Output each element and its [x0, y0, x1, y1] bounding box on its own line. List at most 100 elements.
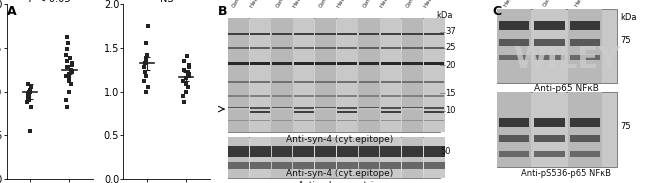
Text: Control: Control: [406, 0, 420, 8]
Point: [181, 90, 191, 93]
Point: [67, 64, 77, 67]
FancyBboxPatch shape: [250, 111, 270, 113]
FancyBboxPatch shape: [337, 62, 358, 65]
FancyBboxPatch shape: [402, 120, 423, 121]
FancyBboxPatch shape: [358, 18, 380, 132]
FancyBboxPatch shape: [293, 18, 315, 132]
Point: [66, 62, 77, 65]
Text: Control: Control: [231, 0, 246, 8]
FancyBboxPatch shape: [532, 9, 566, 83]
FancyBboxPatch shape: [229, 62, 249, 65]
FancyBboxPatch shape: [381, 33, 401, 35]
FancyBboxPatch shape: [402, 108, 423, 110]
Point: [66, 68, 76, 71]
FancyBboxPatch shape: [337, 146, 358, 156]
Text: Control: Control: [362, 0, 376, 8]
Point: [139, 66, 150, 68]
Point: [62, 66, 72, 68]
Point: [61, 74, 72, 77]
FancyBboxPatch shape: [250, 95, 270, 97]
FancyBboxPatch shape: [359, 62, 379, 65]
FancyBboxPatch shape: [358, 137, 380, 178]
Text: 15: 15: [445, 89, 456, 98]
Point: [138, 79, 149, 82]
FancyBboxPatch shape: [424, 146, 445, 156]
Point: [141, 59, 151, 62]
FancyBboxPatch shape: [229, 33, 249, 35]
FancyBboxPatch shape: [568, 9, 602, 83]
FancyBboxPatch shape: [381, 107, 401, 109]
Point: [23, 83, 33, 86]
FancyBboxPatch shape: [359, 120, 379, 121]
FancyBboxPatch shape: [359, 95, 379, 97]
FancyBboxPatch shape: [315, 95, 335, 97]
FancyBboxPatch shape: [499, 151, 530, 156]
Text: Anti-pS536-p65 NFκB: Anti-pS536-p65 NFκB: [521, 169, 612, 178]
Text: A: A: [6, 5, 16, 18]
Point: [64, 90, 75, 93]
Point: [62, 106, 73, 109]
FancyBboxPatch shape: [337, 111, 358, 113]
Point: [64, 77, 75, 80]
FancyBboxPatch shape: [250, 33, 270, 35]
FancyBboxPatch shape: [250, 81, 270, 83]
FancyBboxPatch shape: [272, 146, 292, 156]
Title: NS: NS: [160, 0, 174, 4]
Point: [179, 68, 189, 71]
Text: Control: Control: [318, 0, 333, 8]
FancyBboxPatch shape: [229, 47, 249, 49]
FancyBboxPatch shape: [250, 47, 270, 49]
FancyBboxPatch shape: [424, 137, 445, 178]
FancyBboxPatch shape: [315, 162, 336, 169]
FancyBboxPatch shape: [272, 137, 292, 178]
FancyBboxPatch shape: [359, 33, 379, 35]
FancyBboxPatch shape: [359, 81, 379, 83]
FancyBboxPatch shape: [402, 146, 423, 156]
FancyBboxPatch shape: [294, 111, 314, 113]
FancyBboxPatch shape: [337, 137, 358, 178]
FancyBboxPatch shape: [315, 146, 336, 156]
FancyBboxPatch shape: [569, 151, 601, 156]
FancyBboxPatch shape: [569, 39, 601, 46]
Point: [66, 83, 76, 86]
FancyBboxPatch shape: [337, 107, 358, 109]
FancyBboxPatch shape: [294, 62, 314, 65]
FancyBboxPatch shape: [272, 81, 292, 83]
FancyBboxPatch shape: [337, 33, 358, 35]
Point: [25, 90, 36, 93]
Text: Anti-syn-4 (cyt.epitope): Anti-syn-4 (cyt.epitope): [286, 169, 393, 178]
FancyBboxPatch shape: [402, 18, 423, 132]
FancyBboxPatch shape: [569, 21, 601, 30]
FancyBboxPatch shape: [569, 118, 601, 127]
FancyBboxPatch shape: [272, 120, 292, 121]
Point: [181, 83, 191, 86]
Point: [183, 66, 194, 68]
Point: [181, 81, 192, 84]
FancyBboxPatch shape: [402, 107, 423, 109]
Point: [142, 53, 152, 56]
Point: [183, 64, 194, 67]
FancyBboxPatch shape: [402, 95, 423, 97]
Point: [23, 99, 34, 102]
FancyBboxPatch shape: [293, 137, 315, 178]
FancyBboxPatch shape: [534, 39, 565, 46]
Text: C: C: [493, 5, 502, 18]
Point: [23, 93, 33, 96]
Text: Anti-p65 NFκB: Anti-p65 NFκB: [534, 85, 599, 94]
Text: kDa: kDa: [620, 13, 637, 22]
FancyBboxPatch shape: [228, 137, 249, 178]
FancyBboxPatch shape: [315, 33, 335, 35]
Point: [66, 70, 77, 73]
FancyBboxPatch shape: [381, 95, 401, 97]
FancyBboxPatch shape: [272, 108, 292, 110]
FancyBboxPatch shape: [315, 137, 336, 178]
Point: [141, 90, 151, 93]
FancyBboxPatch shape: [337, 162, 358, 169]
Text: Anti-syn-4 (cyt.epitope): Anti-syn-4 (cyt.epitope): [286, 135, 393, 144]
Point: [61, 53, 72, 56]
Text: 75: 75: [620, 122, 631, 131]
FancyBboxPatch shape: [534, 135, 565, 142]
FancyBboxPatch shape: [337, 47, 358, 49]
Text: Heart failure: Heart failure: [337, 0, 358, 8]
FancyBboxPatch shape: [424, 162, 445, 169]
